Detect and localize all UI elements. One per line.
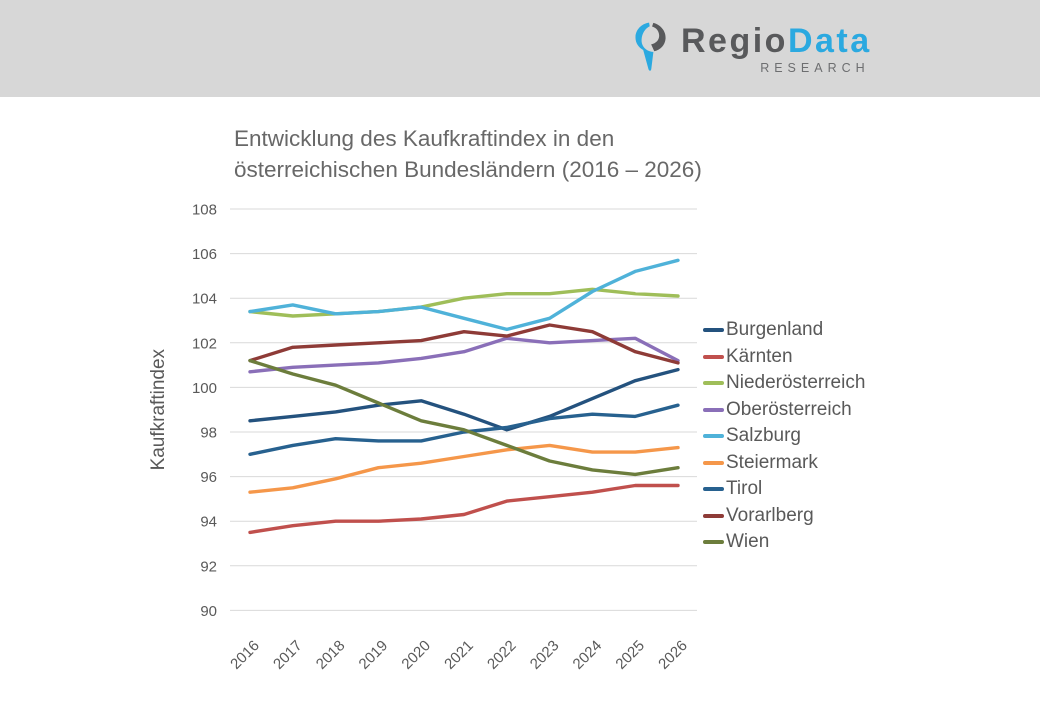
y-tick-label: 94 [200, 514, 217, 531]
x-tick-label: 2018 [313, 637, 349, 673]
series-line-vorarlberg [248, 323, 680, 365]
legend-item-wien: Wien [703, 529, 865, 556]
brand-data: Data [787, 22, 872, 60]
legend-line-swatch [703, 460, 724, 465]
legend-item-steiermark: Steiermark [703, 450, 865, 477]
x-tick-label: 2026 [655, 637, 691, 673]
brand-regio: Regio [681, 22, 788, 60]
y-tick-label: 90 [200, 603, 217, 620]
legend-label: Niederösterreich [726, 372, 866, 394]
legend-line-swatch [703, 381, 724, 386]
y-axis-title: Kaufkraftindex [148, 348, 169, 470]
series-line-kärnten [248, 483, 680, 535]
y-tick-label: 108 [192, 202, 217, 219]
y-tick-label: 92 [200, 558, 217, 575]
legend-label: Wien [726, 531, 770, 553]
x-tick-label: 2022 [484, 637, 520, 673]
regiodata-logo: RegioData RESEARCH [633, 20, 872, 75]
y-tick-label: 100 [192, 380, 217, 397]
legend-line-swatch [703, 540, 724, 545]
y-tick-label: 96 [200, 469, 217, 486]
brand-name: RegioData [681, 20, 872, 63]
legend-item-niederösterreich: Niederösterreich [703, 370, 865, 397]
legend-label: Burgenland [726, 319, 824, 341]
chart-title: Entwicklung des Kaufkraftindex in den ös… [234, 126, 702, 182]
legend-label: Tirol [726, 478, 763, 500]
x-tick-label: 2021 [441, 637, 477, 673]
legend-label: Kärnten [726, 345, 793, 367]
x-axis-ticks: 2016 2017 2018 2019 2020 2021 2022 2023 2024 2025… [227, 637, 691, 673]
legend-label: Vorarlberg [726, 504, 814, 526]
brand-text: RegioData RESEARCH [681, 20, 872, 75]
y-tick-label: 102 [192, 335, 217, 352]
gridlines [230, 208, 697, 611]
header-band: RegioData RESEARCH [0, 0, 1040, 97]
series-lines [248, 258, 680, 535]
legend-label: Oberösterreich [726, 398, 852, 420]
x-tick-label: 2016 [227, 637, 263, 673]
legend-label: Salzburg [726, 425, 801, 447]
series-line-niederösterreich [248, 287, 680, 318]
y-tick-label: 104 [192, 291, 217, 308]
legend-item-kärnten: Kärnten [703, 344, 865, 371]
x-tick-label: 2020 [398, 637, 434, 673]
x-tick-label: 2025 [612, 637, 648, 673]
series-line-wien [248, 358, 680, 477]
legend-line-swatch [703, 354, 724, 359]
legend-line-swatch [703, 328, 724, 333]
legend-label: Steiermark [726, 451, 818, 473]
y-axis-ticks: 90 92 94 96 98 100 102 104 106 108 [192, 202, 217, 620]
legend-line-swatch [703, 407, 724, 412]
legend-item-salzburg: Salzburg [703, 423, 865, 450]
series-line-steiermark [248, 443, 680, 494]
series-line-tirol [248, 403, 680, 456]
chart-legend: Burgenland Kärnten Niederösterreich Oberöst… [703, 317, 865, 556]
series-line-salzburg [248, 258, 680, 332]
regiodata-pin-icon [635, 22, 666, 71]
legend-line-swatch [703, 487, 724, 492]
legend-line-swatch [703, 434, 724, 439]
brand-subtitle: RESEARCH [760, 60, 870, 75]
legend-item-burgenland: Burgenland [703, 317, 865, 344]
y-tick-label: 106 [192, 246, 217, 263]
series-line-burgenland [248, 367, 680, 432]
legend-item-tirol: Tirol [703, 476, 865, 503]
x-tick-label: 2024 [570, 637, 606, 673]
y-tick-label: 98 [200, 425, 217, 442]
x-tick-label: 2023 [527, 637, 563, 673]
legend-line-swatch [703, 513, 724, 518]
kaufkraftindex-chart: 90 92 94 96 98 100 102 104 106 108 2016 2017 2018 201… [148, 202, 697, 673]
legend-item-vorarlberg: Vorarlberg [703, 503, 865, 530]
legend-item-oberösterreich: Oberösterreich [703, 397, 865, 424]
x-tick-label: 2017 [270, 637, 306, 673]
x-tick-label: 2019 [356, 637, 392, 673]
